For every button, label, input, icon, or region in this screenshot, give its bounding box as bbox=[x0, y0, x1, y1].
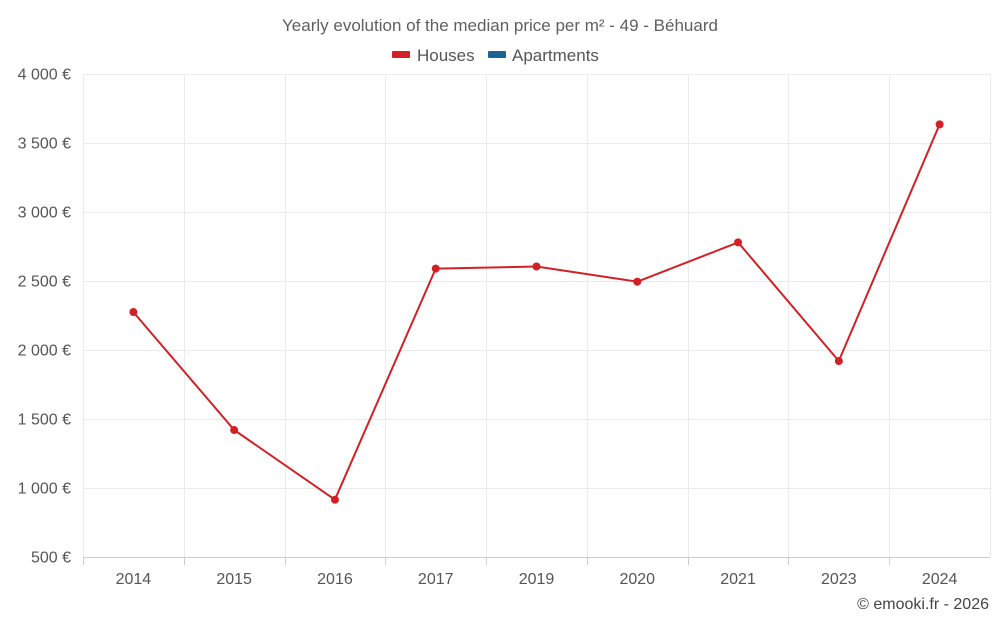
series-line-houses bbox=[132, 124, 941, 501]
x-tick-label: 2023 bbox=[821, 571, 857, 588]
x-tick-label: 2016 bbox=[317, 571, 353, 588]
y-tick-label: 500 € bbox=[31, 550, 71, 567]
data-point-houses bbox=[230, 426, 239, 435]
data-point-houses bbox=[330, 495, 339, 504]
legend-item-apartments[interactable]: Apartments bbox=[488, 46, 599, 65]
data-point-houses bbox=[431, 264, 440, 273]
data-point-houses bbox=[633, 277, 642, 286]
data-point-houses bbox=[129, 308, 138, 317]
credit-text: © emooki.fr - 2026 bbox=[857, 596, 989, 613]
x-tick-label: 2017 bbox=[418, 571, 454, 588]
legend-label-houses: Houses bbox=[417, 46, 475, 65]
x-axis: 2014 2015 2016 2017 2019 2020 2021 2023 2024 bbox=[83, 557, 990, 588]
legend: Houses Apartments bbox=[392, 46, 599, 65]
x-tick-label: 2024 bbox=[922, 571, 958, 588]
data-point-houses bbox=[734, 238, 743, 247]
data-point-houses bbox=[834, 357, 843, 366]
legend-label-apartments: Apartments bbox=[512, 46, 599, 65]
y-tick-label: 4 000 € bbox=[18, 67, 71, 84]
chart-title: Yearly evolution of the median price per… bbox=[282, 16, 718, 35]
x-tick-label: 2015 bbox=[216, 571, 252, 588]
x-tick-label: 2014 bbox=[116, 571, 152, 588]
x-tick-label: 2021 bbox=[720, 571, 756, 588]
y-tick-label: 3 000 € bbox=[18, 205, 71, 222]
data-point-houses bbox=[935, 120, 944, 129]
data-point-houses bbox=[532, 262, 541, 271]
legend-swatch-apartments bbox=[488, 51, 506, 58]
x-tick-label: 2019 bbox=[519, 571, 555, 588]
x-tick-label: 2020 bbox=[619, 571, 655, 588]
legend-item-houses[interactable]: Houses bbox=[392, 46, 475, 65]
y-axis: 500 € 1 000 € 1 500 € 2 000 € 2 500 € 3 000 €… bbox=[18, 67, 71, 567]
series-houses bbox=[129, 120, 944, 504]
grid bbox=[83, 74, 991, 557]
y-tick-label: 2 000 € bbox=[18, 343, 71, 360]
y-tick-label: 1 500 € bbox=[18, 412, 71, 429]
y-tick-label: 3 500 € bbox=[18, 136, 71, 153]
y-tick-label: 1 000 € bbox=[18, 481, 71, 498]
y-tick-label: 2 500 € bbox=[18, 274, 71, 291]
legend-swatch-houses bbox=[392, 51, 410, 58]
